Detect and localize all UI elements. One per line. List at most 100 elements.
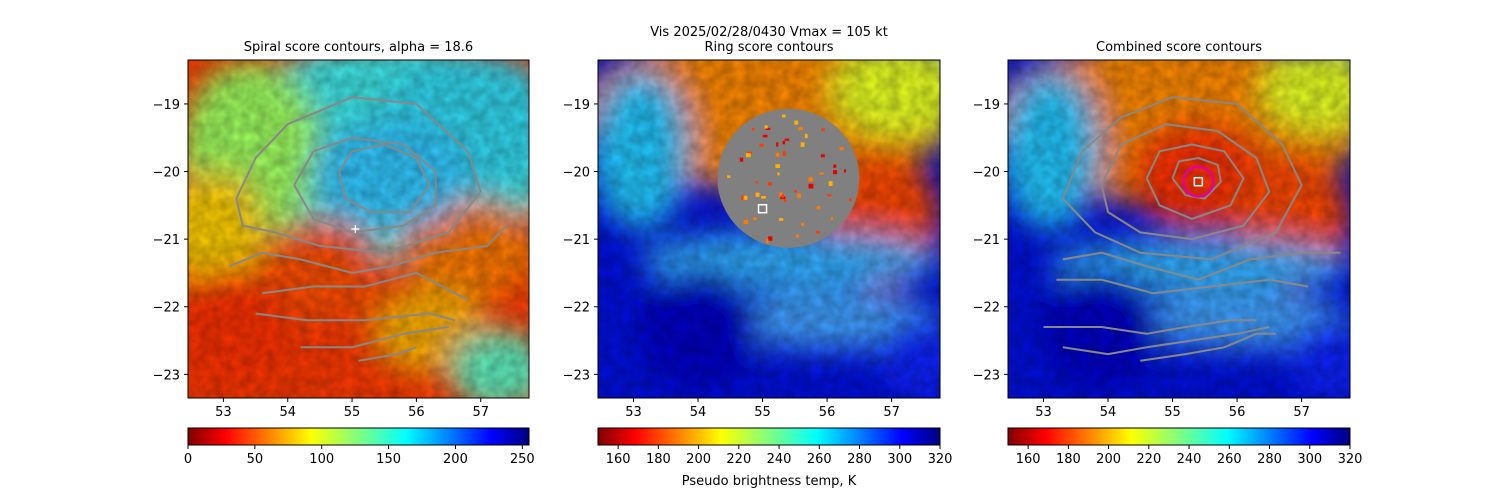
ring-colorbar-tick-label: 160 xyxy=(606,452,631,467)
combined-colorbar-tick-label: 280 xyxy=(1257,452,1282,467)
spiral-x-tick-label: 56 xyxy=(408,405,425,420)
ring-disk-speckle xyxy=(755,192,760,197)
ring-panel: Ring score contours 53 54 55 56 57 −19 −20 −21 −… xyxy=(563,40,953,489)
spiral-contour-line xyxy=(338,143,431,214)
colorbar-label: Pseudo brightness temp, K xyxy=(682,474,857,489)
figure-suptitle: Vis 2025/02/28/0430 Vmax = 105 kt xyxy=(650,25,888,40)
ring-colorbar-tick-label: 180 xyxy=(646,452,671,467)
spiral-colorbar-tick-label: 250 xyxy=(510,452,535,467)
spiral-axis-ticks: 53 54 55 56 57 −19 −20 −21 −22 −23 xyxy=(153,98,489,420)
spiral-colorbar-ticks: 0 50 100 150 200 250 xyxy=(184,445,535,467)
ring-disk-speckle xyxy=(783,197,787,202)
spiral-panel-title: Spiral score contours, alpha = 18.6 xyxy=(244,40,473,55)
spiral-x-tick-label: 57 xyxy=(472,405,489,420)
ring-colorbar-tick-label: 220 xyxy=(726,452,751,467)
combined-panel: Combined score contours 53 54 55 56 57 −19 −20… xyxy=(973,40,1363,467)
ring-disk-speckle xyxy=(828,181,833,187)
combined-colorbar-tick-label: 240 xyxy=(1177,452,1202,467)
combined-y-tick-label: −23 xyxy=(973,368,1000,383)
spiral-axes-frame xyxy=(187,59,530,399)
ring-disk-speckle xyxy=(801,222,804,226)
ring-disk-speckle xyxy=(775,152,780,157)
ring-colorbar-tick-label: 320 xyxy=(928,452,953,467)
ring-axes-frame xyxy=(597,59,941,399)
ring-colorbar xyxy=(597,427,941,446)
combined-contour-line xyxy=(1100,123,1271,241)
ring-disk-speckle xyxy=(808,177,814,182)
spiral-colorbar-tick-label: 50 xyxy=(247,452,264,467)
spiral-x-tick-label: 53 xyxy=(215,405,232,420)
ring-x-tick-label: 57 xyxy=(883,405,900,420)
ring-disk-speckle xyxy=(798,127,803,131)
spiral-panel: Spiral score contours, alpha = 18.6 53 54… xyxy=(153,40,535,467)
combined-contour-line xyxy=(1043,319,1257,335)
combined-y-tick-label: −19 xyxy=(973,98,1000,113)
combined-colorbar-tick-label: 160 xyxy=(1016,452,1041,467)
combined-contour-line xyxy=(1145,143,1245,220)
spiral-y-tick-label: −21 xyxy=(153,233,180,248)
ring-y-tick-label: −23 xyxy=(563,368,590,383)
spiral-y-tick-label: −22 xyxy=(153,301,180,316)
ring-disk-speckle xyxy=(775,164,780,169)
ring-x-tick-label: 56 xyxy=(819,405,836,420)
ring-disk-speckle xyxy=(743,219,749,225)
ring-disk-speckle xyxy=(808,183,814,189)
ring-disk-speckle xyxy=(727,175,731,178)
ring-disk-speckle xyxy=(804,133,808,139)
ring-disk-speckle xyxy=(777,172,780,176)
ring-disk-speckle xyxy=(743,195,748,200)
combined-axes-frame xyxy=(1007,59,1351,399)
combined-markers xyxy=(1182,165,1215,198)
combined-x-tick-label: 54 xyxy=(1100,405,1117,420)
ring-center-square-marker xyxy=(757,203,768,214)
combined-y-tick-label: −21 xyxy=(973,233,1000,248)
ring-disk-speckle xyxy=(849,198,852,202)
spiral-contour-line xyxy=(229,224,508,274)
ring-disk-speckle xyxy=(794,120,799,125)
ring-disk-speckle xyxy=(751,128,755,131)
spiral-y-tick-label: −20 xyxy=(153,166,180,181)
ring-colorbar-ticks: 160 180 200 220 240 260 280 300 320 xyxy=(606,445,953,467)
ring-disk-speckle xyxy=(766,239,769,244)
ring-disk-speckle xyxy=(782,140,786,145)
spiral-y-tick-label: −19 xyxy=(153,98,180,113)
ring-disk-speckle xyxy=(800,142,805,147)
combined-y-tick-label: −20 xyxy=(973,166,1000,181)
ring-disk-speckle xyxy=(816,231,820,234)
ring-disk-speckle xyxy=(755,181,758,184)
ring-disk-speckle xyxy=(797,193,801,198)
ring-disk-speckle xyxy=(781,114,786,118)
ring-axis-ticks: 53 54 55 56 57 −19 −20 −21 −22 −23 xyxy=(563,98,900,420)
ring-disk-speckle xyxy=(816,205,821,210)
combined-colorbar-tick-label: 260 xyxy=(1217,452,1242,467)
ring-markers xyxy=(717,108,860,248)
ring-disk-speckle xyxy=(764,125,768,129)
combined-y-tick-label: −22 xyxy=(973,301,1000,316)
combined-colorbar-tick-label: 200 xyxy=(1096,452,1121,467)
ring-disk-speckle xyxy=(753,217,757,221)
combined-colorbar-tick-label: 300 xyxy=(1297,452,1322,467)
spiral-contour-line xyxy=(255,312,456,322)
combined-axis-ticks: 53 54 55 56 57 −19 −20 −21 −22 −23 xyxy=(973,98,1310,420)
ring-disk-speckle xyxy=(745,153,751,158)
ring-colorbar-tick-label: 200 xyxy=(686,452,711,467)
ring-y-tick-label: −22 xyxy=(563,301,590,316)
combined-colorbar-ticks: 160 180 200 220 240 260 280 300 320 xyxy=(1016,445,1362,467)
ring-disk-speckle xyxy=(833,164,837,168)
spiral-colorbar xyxy=(187,427,530,446)
spiral-heatmap xyxy=(188,60,529,398)
combined-colorbar-tick-label: 180 xyxy=(1056,452,1081,467)
ring-y-tick-label: −19 xyxy=(563,98,590,113)
ring-disk-speckle xyxy=(782,151,786,156)
combined-colorbar-tick-label: 220 xyxy=(1136,452,1161,467)
spiral-markers xyxy=(351,225,360,233)
ring-disk-speckle xyxy=(765,127,771,130)
spiral-contour-line xyxy=(358,346,417,362)
combined-contours xyxy=(1043,96,1341,362)
combined-panel-title: Combined score contours xyxy=(1096,40,1262,55)
spiral-colorbar-tick-label: 150 xyxy=(376,452,401,467)
ring-colorbar-tick-label: 260 xyxy=(807,452,832,467)
spiral-contour-line xyxy=(261,271,469,301)
ring-disk-speckle xyxy=(761,196,766,199)
ring-disk-speckle xyxy=(768,236,773,241)
